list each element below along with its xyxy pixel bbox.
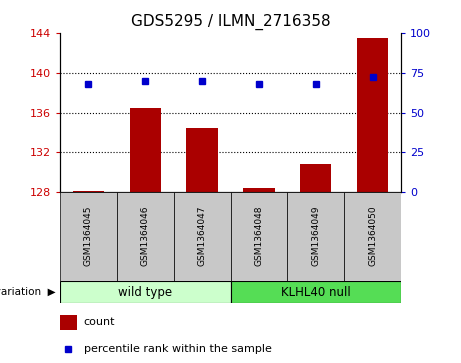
Bar bbox=[186, 127, 218, 192]
Bar bbox=[300, 164, 331, 192]
Text: percentile rank within the sample: percentile rank within the sample bbox=[84, 344, 272, 354]
Text: GSM1364050: GSM1364050 bbox=[368, 206, 377, 266]
Text: KLHL40 null: KLHL40 null bbox=[281, 286, 351, 299]
Bar bbox=[174, 192, 230, 281]
Bar bbox=[230, 192, 287, 281]
Bar bbox=[344, 192, 401, 281]
Text: count: count bbox=[84, 317, 115, 327]
Bar bbox=[73, 191, 104, 192]
Bar bbox=[230, 281, 401, 303]
Bar bbox=[243, 188, 275, 192]
Title: GDS5295 / ILMN_2716358: GDS5295 / ILMN_2716358 bbox=[130, 14, 331, 30]
Bar bbox=[117, 192, 174, 281]
Bar bbox=[287, 192, 344, 281]
Bar bbox=[357, 38, 388, 192]
Bar bbox=[60, 281, 230, 303]
Text: GSM1364049: GSM1364049 bbox=[311, 206, 320, 266]
Bar bbox=[60, 315, 77, 330]
Text: wild type: wild type bbox=[118, 286, 172, 299]
Text: GSM1364047: GSM1364047 bbox=[198, 206, 207, 266]
Bar bbox=[60, 192, 117, 281]
Text: GSM1364048: GSM1364048 bbox=[254, 206, 263, 266]
Bar bbox=[130, 107, 161, 192]
Text: genotype/variation  ▶: genotype/variation ▶ bbox=[0, 287, 55, 297]
Text: GSM1364046: GSM1364046 bbox=[141, 206, 150, 266]
Text: GSM1364045: GSM1364045 bbox=[84, 206, 93, 266]
